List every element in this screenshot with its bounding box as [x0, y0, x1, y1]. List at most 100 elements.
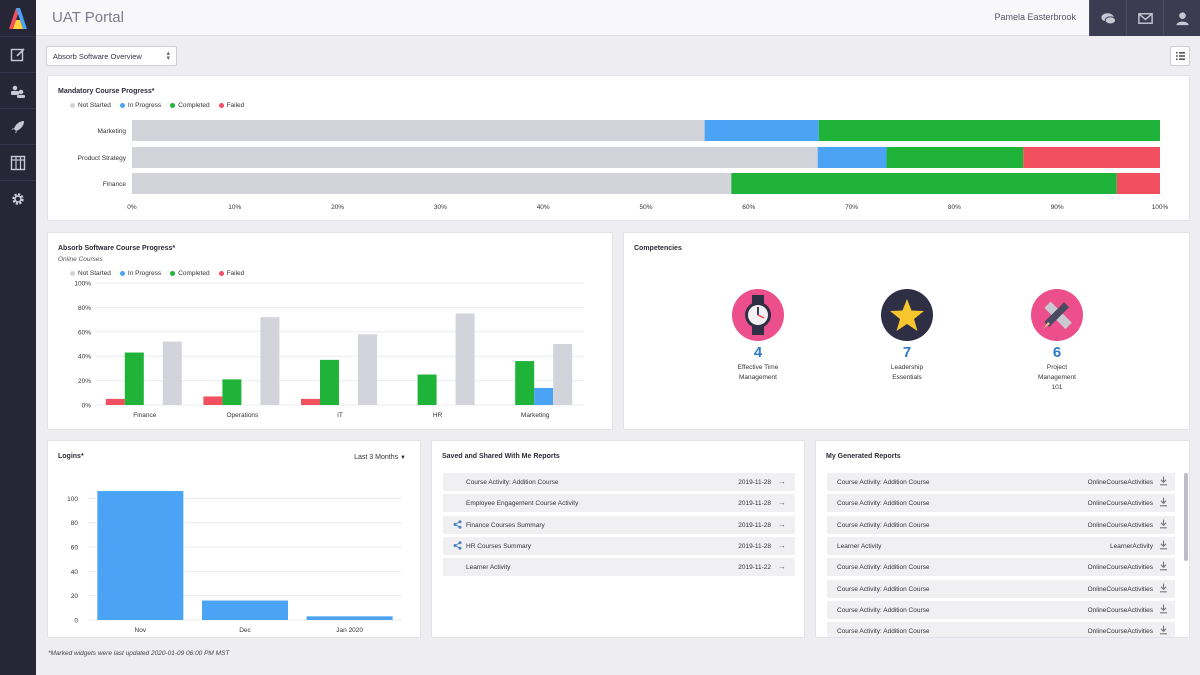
- download-icon[interactable]: [1159, 604, 1168, 616]
- legend-not-started[interactable]: Not Started: [70, 270, 111, 277]
- login-bar[interactable]: [306, 616, 393, 620]
- scrollbar-thumb[interactable]: [1184, 473, 1188, 561]
- report-name: Learner Activity: [837, 542, 882, 550]
- competency-item[interactable]: 4 Effective Time Management: [718, 289, 798, 383]
- report-name: HR Courses Summary: [466, 542, 532, 550]
- bar-segment-failed[interactable]: [1116, 173, 1160, 194]
- generated-report-row[interactable]: Course Activity: Addition Course OnlineCo…: [827, 622, 1175, 637]
- arrow-right-icon[interactable]: →: [778, 519, 786, 529]
- arrow-right-icon[interactable]: →: [778, 562, 786, 572]
- competency-count: 4: [753, 344, 763, 361]
- generated-report-row[interactable]: Course Activity: Addition Course OnlineCo…: [827, 579, 1175, 598]
- card-title: Absorb Software Course Progress*: [58, 245, 176, 252]
- bar-segment-in-progress[interactable]: [817, 147, 887, 168]
- report-row[interactable]: Course Activity: Addition Course 2019-11-…: [443, 473, 795, 491]
- generated-report-row[interactable]: Course Activity: Addition Course OnlineCo…: [827, 600, 1175, 619]
- chat-icon: [1100, 12, 1116, 24]
- legend-completed[interactable]: Completed: [170, 270, 210, 277]
- generated-report-row[interactable]: Course Activity: Addition Course OnlineCo…: [827, 473, 1175, 491]
- report-row[interactable]: Finance Courses Summary 2019-11-28 →: [443, 515, 795, 534]
- download-icon[interactable]: [1159, 540, 1168, 552]
- bar-failed[interactable]: [203, 396, 223, 405]
- bar-segment-completed[interactable]: [818, 120, 1160, 141]
- card-title: Saved and Shared With Me Reports: [442, 453, 560, 460]
- date-range-select[interactable]: Last 3 Months ▼: [354, 454, 406, 461]
- bar-completed[interactable]: [417, 374, 437, 406]
- report-type: OnlineCourseActivities: [1087, 564, 1153, 572]
- user-name[interactable]: Pamela Easterbrook: [994, 12, 1076, 22]
- category-label: Dec: [239, 627, 251, 634]
- competency-item[interactable]: 7 Leadership Essentials: [867, 289, 947, 383]
- category-label: Product Strategy: [78, 155, 127, 162]
- report-row[interactable]: HR Courses Summary 2019-11-28 →: [443, 536, 795, 555]
- logins-chart: 0 20 40 60 80 100 Nov Dec Jan 2020: [67, 491, 402, 634]
- generated-report-row[interactable]: Course Activity: Addition Course OnlineCo…: [827, 494, 1175, 513]
- legend-failed[interactable]: Failed: [218, 270, 244, 277]
- arrow-right-icon[interactable]: →: [778, 498, 786, 508]
- login-bar[interactable]: [202, 600, 288, 620]
- legend-in-progress[interactable]: In Progress: [119, 102, 161, 109]
- absorb-logo[interactable]: [0, 0, 36, 36]
- legend: Not Started In Progress Completed Failed: [70, 102, 244, 109]
- download-icon[interactable]: [1159, 561, 1168, 573]
- legend-failed[interactable]: Failed: [218, 102, 244, 109]
- bar-segment-in-progress[interactable]: [704, 120, 819, 141]
- chat-button[interactable]: [1089, 0, 1126, 36]
- bar-completed[interactable]: [515, 361, 535, 405]
- bar-not-started[interactable]: [553, 344, 573, 405]
- bar-not-started[interactable]: [358, 334, 377, 405]
- axis-tick-label: 30%: [434, 204, 447, 211]
- competency-item[interactable]: 6 Project Management 101: [1017, 289, 1097, 393]
- pencil-ruler-icon: [1031, 289, 1083, 341]
- bar-failed[interactable]: [105, 398, 125, 405]
- report-date: 2019-11-28: [738, 500, 771, 508]
- legend-completed[interactable]: Completed: [170, 102, 210, 109]
- arrow-right-icon[interactable]: →: [778, 540, 786, 550]
- legend-not-started[interactable]: Not Started: [70, 102, 111, 109]
- sidebar-item-table[interactable]: [0, 144, 36, 180]
- login-bar[interactable]: [97, 491, 184, 620]
- report-row[interactable]: Employee Engagement Course Activity 2019-…: [443, 494, 795, 513]
- profile-button[interactable]: [1163, 0, 1200, 36]
- bar-segment-not-started[interactable]: [132, 173, 732, 194]
- download-icon[interactable]: [1159, 497, 1168, 509]
- sidebar-item-launch[interactable]: [0, 108, 36, 144]
- bar-not-started[interactable]: [162, 341, 182, 405]
- bar-in-progress[interactable]: [534, 387, 554, 405]
- generated-report-row[interactable]: Learner Activity LearnerActivity: [827, 536, 1175, 555]
- bar-completed[interactable]: [320, 359, 339, 405]
- bar-segment-not-started[interactable]: [132, 147, 818, 168]
- bar-completed[interactable]: [222, 379, 242, 405]
- sidebar-item-users[interactable]: [0, 72, 36, 108]
- report-date: 2019-11-28: [738, 542, 771, 550]
- mail-button[interactable]: [1126, 0, 1163, 36]
- report-type: OnlineCourseActivities: [1087, 500, 1153, 508]
- download-icon[interactable]: [1159, 476, 1168, 488]
- bar-segment-completed[interactable]: [886, 147, 1024, 168]
- download-icon[interactable]: [1159, 519, 1168, 531]
- sidebar-item-edit[interactable]: [0, 36, 36, 72]
- bar-segment-not-started[interactable]: [132, 120, 705, 141]
- share-icon: [453, 519, 462, 531]
- bar-not-started[interactable]: [260, 317, 280, 405]
- axis-tick-label: 50%: [639, 204, 652, 211]
- bar-segment-failed[interactable]: [1023, 147, 1160, 168]
- sidebar-item-settings[interactable]: [0, 180, 36, 216]
- report-row[interactable]: Learner Activity 2019-11-22 →: [443, 558, 795, 577]
- layout-list-button[interactable]: [1170, 46, 1190, 66]
- arrow-right-icon[interactable]: →: [778, 477, 786, 486]
- download-icon[interactable]: [1159, 583, 1168, 595]
- download-icon[interactable]: [1159, 625, 1168, 637]
- share-icon: [453, 541, 462, 552]
- report-name: Course Activity: Addition Course: [837, 564, 930, 572]
- bar-failed[interactable]: [301, 398, 320, 405]
- bar-completed[interactable]: [124, 352, 144, 405]
- bar-segment-completed[interactable]: [731, 173, 1117, 194]
- legend-in-progress[interactable]: In Progress: [119, 270, 161, 277]
- users-icon: [11, 85, 25, 98]
- bar-not-started[interactable]: [455, 313, 475, 406]
- generated-report-row[interactable]: Course Activity: Addition Course OnlineCo…: [827, 558, 1175, 577]
- axis-tick-label: 20%: [78, 378, 91, 385]
- generated-report-row[interactable]: Course Activity: Addition Course OnlineCo…: [827, 515, 1175, 534]
- dashboard-select[interactable]: Absorb Software Overview ▴ ▾: [46, 46, 177, 66]
